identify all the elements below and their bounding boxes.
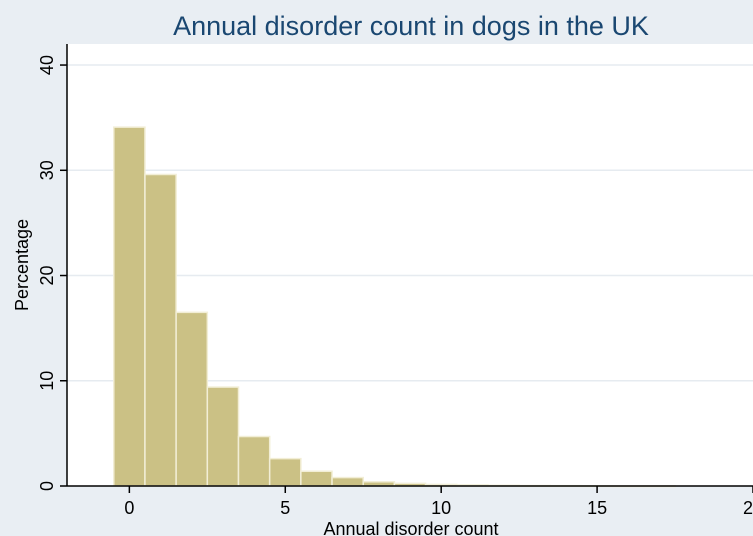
histogram-bar xyxy=(175,311,209,487)
histogram-bar xyxy=(206,386,240,487)
y-tick-label: 0 xyxy=(37,481,57,491)
x-tick-label: 5 xyxy=(280,498,290,518)
y-tick-label: 10 xyxy=(37,371,57,391)
histogram-bar xyxy=(144,173,177,487)
histogram-bar xyxy=(331,476,364,487)
y-tick-label: 20 xyxy=(37,266,57,286)
y-tick-label: 40 xyxy=(37,55,57,75)
histogram-bar xyxy=(113,126,146,487)
y-tick-label: 30 xyxy=(37,160,57,180)
histogram-bar xyxy=(268,457,302,487)
y-axis-label: Percentage xyxy=(12,219,32,311)
histogram-bar xyxy=(300,470,333,487)
x-tick-label: 20 xyxy=(743,498,753,518)
histogram-bar xyxy=(237,435,271,487)
axes: 0 10 20 30 40 0 5 10 15 20 xyxy=(37,44,753,518)
x-tick-label: 0 xyxy=(124,498,134,518)
x-tick-label: 15 xyxy=(587,498,607,518)
x-tick-label: 10 xyxy=(431,498,451,518)
chart-title: Annual disorder count in dogs in the UK xyxy=(173,11,649,41)
x-axis-label: Annual disorder count xyxy=(323,519,498,536)
